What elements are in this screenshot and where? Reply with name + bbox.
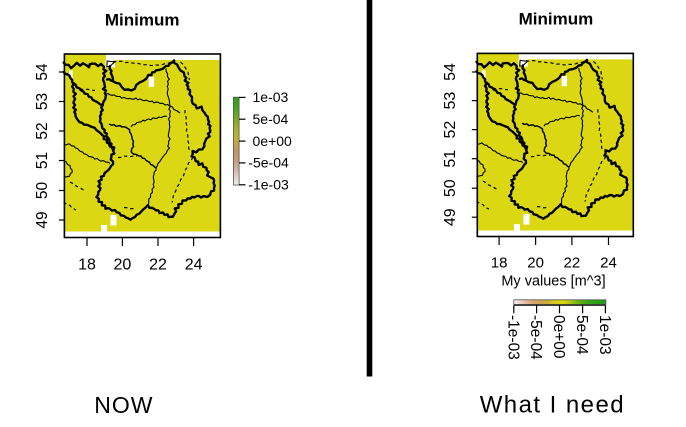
- svg-text:53: 53: [442, 92, 459, 110]
- svg-text:53: 53: [34, 93, 51, 110]
- svg-text:-1e-03: -1e-03: [504, 315, 521, 360]
- svg-text:49: 49: [442, 208, 459, 226]
- svg-text:51: 51: [34, 152, 51, 169]
- svg-text:5e-04: 5e-04: [253, 111, 289, 127]
- svg-text:20: 20: [527, 255, 544, 272]
- svg-text:1e-03: 1e-03: [596, 315, 613, 355]
- svg-text:50: 50: [34, 182, 51, 200]
- svg-text:18: 18: [78, 257, 96, 274]
- svg-text:50: 50: [442, 179, 459, 197]
- svg-text:24: 24: [600, 255, 617, 272]
- svg-text:22: 22: [149, 257, 167, 274]
- svg-text:My values [m^3]: My values [m^3]: [501, 274, 605, 290]
- svg-text:1e-03: 1e-03: [253, 89, 289, 105]
- svg-text:0e+00: 0e+00: [253, 133, 293, 149]
- svg-text:NOW: NOW: [94, 392, 153, 418]
- svg-text:Minimum: Minimum: [519, 9, 594, 28]
- svg-text:Minimum: Minimum: [105, 10, 180, 29]
- svg-text:-1e-03: -1e-03: [248, 177, 289, 193]
- svg-text:22: 22: [564, 255, 581, 272]
- svg-text:49: 49: [34, 211, 51, 228]
- svg-text:20: 20: [114, 257, 132, 274]
- svg-text:52: 52: [442, 121, 459, 139]
- svg-text:54: 54: [442, 63, 459, 81]
- svg-text:24: 24: [185, 257, 203, 274]
- svg-text:51: 51: [442, 150, 459, 168]
- svg-text:-5e-04: -5e-04: [248, 155, 289, 171]
- svg-text:0e+00: 0e+00: [550, 315, 567, 359]
- svg-text:18: 18: [491, 255, 508, 272]
- svg-text:52: 52: [34, 122, 51, 139]
- svg-text:5e-04: 5e-04: [573, 315, 590, 355]
- svg-text:What I need: What I need: [480, 392, 625, 419]
- svg-text:54: 54: [34, 63, 51, 81]
- svg-text:-5e-04: -5e-04: [527, 315, 544, 360]
